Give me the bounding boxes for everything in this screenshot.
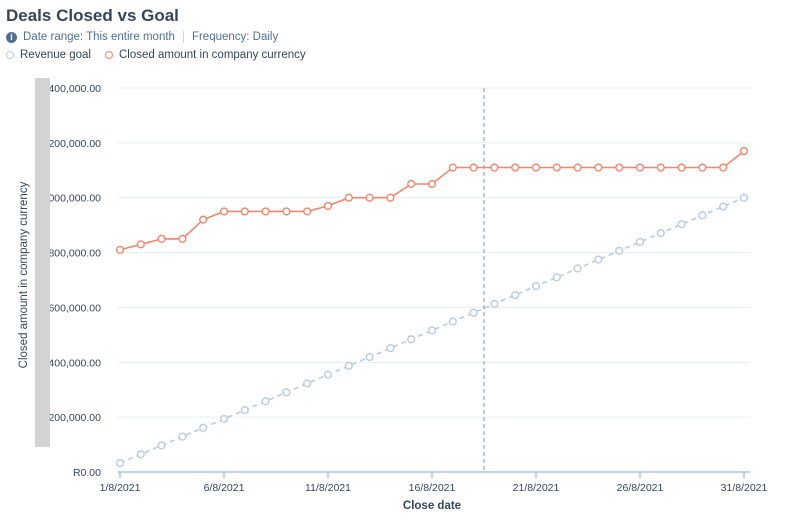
data-point-closed-amount bbox=[677, 163, 686, 172]
data-point-revenue-goal bbox=[594, 255, 603, 264]
data-point-revenue-goal bbox=[719, 202, 728, 211]
data-point-closed-amount bbox=[615, 163, 624, 172]
date-range-label: Date range: This entire month bbox=[23, 31, 175, 43]
data-point-closed-amount bbox=[490, 163, 499, 172]
data-point-revenue-goal bbox=[303, 379, 312, 388]
data-point-closed-amount bbox=[199, 215, 208, 224]
legend-marker-circle-icon bbox=[104, 51, 113, 59]
data-point-revenue-goal bbox=[261, 397, 270, 406]
legend-item-closed-amount[interactable]: Closed amount in company currency bbox=[104, 49, 306, 61]
data-point-revenue-goal bbox=[178, 432, 187, 441]
y-axis-label-mask bbox=[35, 78, 50, 447]
x-tick-label: 16/8/2021 bbox=[409, 482, 456, 494]
meta-divider bbox=[182, 31, 184, 43]
data-point-revenue-goal bbox=[157, 441, 166, 450]
data-point-revenue-goal bbox=[219, 414, 229, 424]
data-point-closed-amount bbox=[219, 207, 229, 216]
data-point-closed-amount bbox=[719, 163, 728, 172]
data-point-revenue-goal bbox=[573, 264, 582, 273]
data-point-closed-amount bbox=[739, 146, 749, 156]
data-point-revenue-goal bbox=[240, 405, 249, 415]
data-point-closed-amount bbox=[573, 163, 582, 172]
data-point-revenue-goal bbox=[739, 193, 749, 202]
data-point-closed-amount bbox=[531, 163, 541, 172]
data-point-closed-amount bbox=[635, 163, 645, 172]
data-point-revenue-goal bbox=[698, 211, 707, 220]
info-icon[interactable]: i bbox=[6, 31, 17, 43]
data-point-closed-amount bbox=[407, 179, 416, 189]
data-point-closed-amount bbox=[552, 163, 561, 172]
data-point-revenue-goal bbox=[282, 388, 291, 397]
data-point-closed-amount bbox=[427, 179, 437, 189]
data-point-revenue-goal bbox=[448, 317, 457, 326]
data-point-revenue-goal bbox=[635, 237, 645, 247]
y-tick-label: 800,000.00 bbox=[48, 248, 101, 260]
y-tick-label: 200,000.00 bbox=[48, 412, 101, 424]
data-point-closed-amount bbox=[157, 234, 166, 243]
x-tick-label: 6/8/2021 bbox=[204, 482, 245, 494]
data-point-revenue-goal bbox=[656, 229, 665, 238]
y-axis-title: Closed amount in company currency bbox=[18, 181, 30, 368]
data-point-revenue-goal bbox=[677, 220, 686, 229]
data-point-revenue-goal bbox=[365, 352, 374, 362]
data-point-closed-amount bbox=[282, 207, 291, 216]
data-point-closed-amount bbox=[344, 193, 353, 202]
data-point-revenue-goal bbox=[469, 308, 478, 317]
data-point-closed-amount bbox=[698, 163, 707, 172]
data-point-revenue-goal bbox=[531, 282, 541, 291]
data-point-revenue-goal bbox=[407, 335, 416, 344]
data-point-closed-amount bbox=[386, 193, 395, 202]
data-point-closed-amount bbox=[469, 163, 478, 172]
data-point-closed-amount bbox=[136, 240, 145, 249]
data-point-closed-amount bbox=[115, 245, 125, 254]
data-point-closed-amount bbox=[656, 163, 665, 172]
x-axis-title: Close date bbox=[403, 500, 461, 512]
x-tick-label: 11/8/2021 bbox=[305, 482, 351, 494]
data-point-revenue-goal bbox=[615, 246, 624, 255]
data-point-revenue-goal bbox=[511, 290, 520, 300]
data-point-revenue-goal bbox=[490, 299, 499, 308]
data-point-revenue-goal bbox=[344, 361, 353, 370]
data-point-closed-amount bbox=[323, 201, 333, 211]
chart-legend: Revenue goal Closed amount in company cu… bbox=[6, 49, 320, 61]
data-point-closed-amount bbox=[511, 163, 520, 172]
y-tick-label: 1,400,000.00 bbox=[40, 83, 101, 95]
data-point-revenue-goal bbox=[115, 459, 125, 468]
data-point-closed-amount bbox=[303, 207, 312, 216]
legend-item-revenue-goal[interactable]: Revenue goal bbox=[6, 49, 91, 61]
x-tick-label: 31/8/2021 bbox=[721, 482, 768, 494]
y-tick-label: 400,000.00 bbox=[48, 357, 101, 369]
frequency-label: Frequency: Daily bbox=[191, 31, 279, 43]
data-point-closed-amount bbox=[178, 234, 187, 243]
data-point-closed-amount bbox=[448, 163, 457, 172]
data-point-revenue-goal bbox=[323, 370, 333, 379]
chart-title: Deals Closed vs Goal bbox=[6, 6, 179, 25]
data-point-revenue-goal bbox=[386, 344, 395, 353]
data-point-revenue-goal bbox=[136, 450, 145, 459]
y-tick-label: 600,000.00 bbox=[48, 302, 101, 314]
data-point-closed-amount bbox=[240, 207, 249, 216]
y-tick-label: R0.00 bbox=[73, 467, 101, 479]
data-point-closed-amount bbox=[261, 207, 270, 216]
data-point-revenue-goal bbox=[199, 423, 208, 432]
data-point-revenue-goal bbox=[427, 326, 437, 335]
x-tick-label: 26/8/2021 bbox=[617, 482, 664, 494]
y-tick-label: 1,200,000.00 bbox=[40, 138, 101, 150]
legend-label: Revenue goal bbox=[20, 49, 91, 61]
x-tick-label: 21/8/2021 bbox=[513, 482, 560, 494]
data-point-closed-amount bbox=[365, 193, 374, 202]
legend-label: Closed amount in company currency bbox=[118, 49, 306, 61]
legend-marker-circle-icon bbox=[6, 51, 14, 59]
report-meta: i Date range: This entire month Frequenc… bbox=[6, 31, 278, 43]
data-point-revenue-goal bbox=[552, 273, 561, 282]
y-tick-label: 1,000,000.00 bbox=[40, 193, 101, 205]
series-line-closed-amount bbox=[119, 150, 745, 251]
data-point-closed-amount bbox=[594, 163, 603, 172]
x-tick-label: 1/8/2021 bbox=[100, 482, 141, 494]
